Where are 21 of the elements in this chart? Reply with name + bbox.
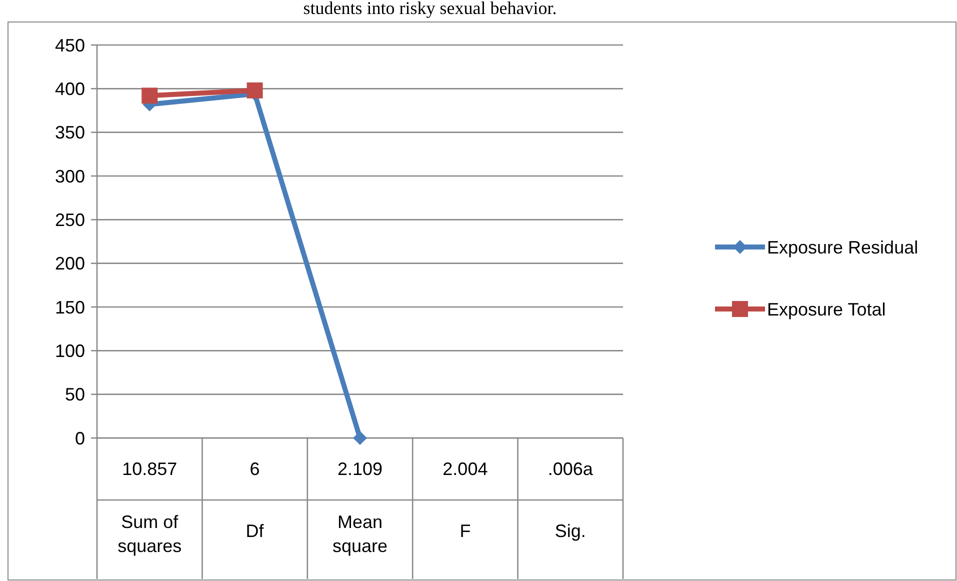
category-label: 10.857 Sum of squares xyxy=(118,459,182,556)
category-label: 2.004 F xyxy=(442,459,488,541)
category-label: 2.109 Mean square xyxy=(332,459,388,556)
y-tick-label: 300 xyxy=(54,166,85,186)
y-tick-label: 350 xyxy=(54,122,85,143)
legend-label: Exposure Total xyxy=(767,299,886,320)
y-tick-label: 50 xyxy=(64,384,85,405)
y-tick-label: 100 xyxy=(54,340,85,361)
y-tick-label: 200 xyxy=(54,254,85,274)
category-label: 6 Df xyxy=(246,459,264,541)
y-tick-label: 150 xyxy=(54,297,85,318)
legend-label: Exposure Residual xyxy=(767,237,918,258)
point xyxy=(142,88,158,104)
category-label: .006a Sig. xyxy=(548,459,593,541)
chart-title: students into risky sexual behavior. xyxy=(303,0,557,18)
point xyxy=(246,82,263,98)
y-tick-label: 0 xyxy=(74,428,85,448)
y-tick-label: 250 xyxy=(54,210,85,230)
y-tick-label: 400 xyxy=(54,78,85,99)
point xyxy=(353,431,367,445)
y-tick-label: 450 xyxy=(54,35,85,56)
